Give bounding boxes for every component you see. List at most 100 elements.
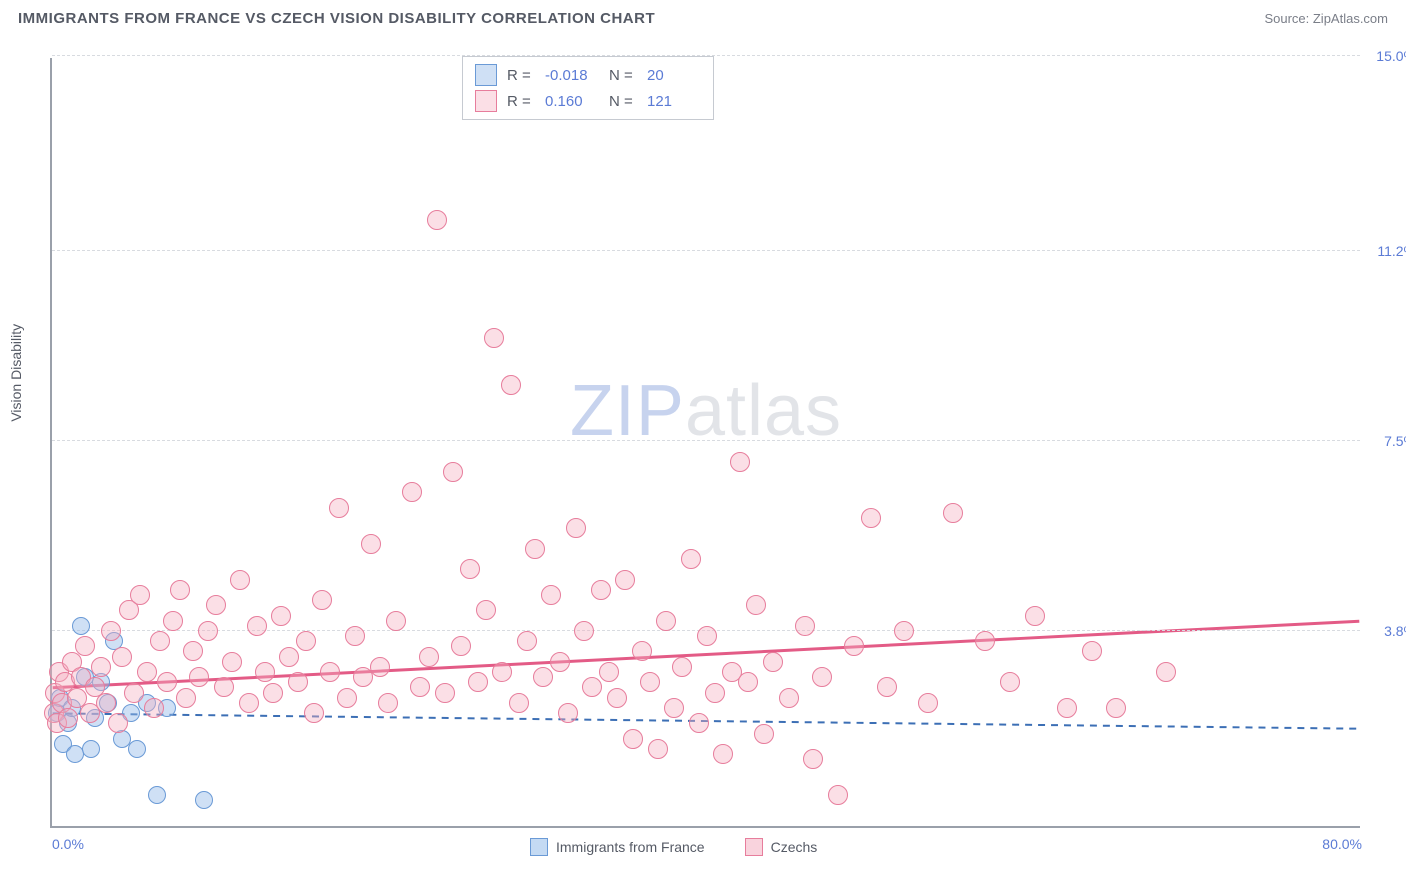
data-point-czechs — [713, 744, 733, 764]
data-point-czechs — [558, 703, 578, 723]
legend-n-value: 20 — [647, 67, 701, 84]
x-tick-label: 0.0% — [52, 836, 84, 852]
data-point-czechs — [501, 375, 521, 395]
legend-swatch — [530, 838, 548, 856]
data-point-czechs — [664, 698, 684, 718]
data-point-france — [128, 740, 146, 758]
data-point-czechs — [566, 518, 586, 538]
data-point-czechs — [124, 683, 144, 703]
data-point-czechs — [58, 708, 78, 728]
source-attribution: Source: ZipAtlas.com — [1264, 11, 1388, 26]
legend-n-label: N = — [609, 67, 637, 84]
data-point-czechs — [304, 703, 324, 723]
series-legend: Immigrants from France Czechs — [530, 838, 817, 856]
data-point-czechs — [402, 482, 422, 502]
data-point-czechs — [517, 631, 537, 651]
data-point-czechs — [101, 621, 121, 641]
data-point-czechs — [828, 785, 848, 805]
data-point-czechs — [176, 688, 196, 708]
data-point-czechs — [410, 677, 430, 697]
data-point-czechs — [763, 652, 783, 672]
data-point-czechs — [222, 652, 242, 672]
data-point-czechs — [271, 606, 291, 626]
legend-swatch — [475, 64, 497, 86]
data-point-czechs — [1156, 662, 1176, 682]
data-point-czechs — [943, 503, 963, 523]
data-point-czechs — [574, 621, 594, 641]
legend-r-value: -0.018 — [545, 67, 599, 84]
legend-r-label: R = — [507, 93, 535, 110]
data-point-czechs — [345, 626, 365, 646]
data-point-france — [148, 786, 166, 804]
data-point-czechs — [183, 641, 203, 661]
data-point-czechs — [443, 462, 463, 482]
legend-item: Immigrants from France — [530, 838, 705, 856]
data-point-czechs — [460, 559, 480, 579]
data-point-czechs — [623, 729, 643, 749]
data-point-czechs — [337, 688, 357, 708]
data-point-czechs — [361, 534, 381, 554]
data-point-czechs — [137, 662, 157, 682]
data-point-czechs — [632, 641, 652, 661]
data-point-czechs — [656, 611, 676, 631]
data-point-czechs — [754, 724, 774, 744]
y-tick-label: 3.8% — [1384, 623, 1406, 639]
data-point-czechs — [779, 688, 799, 708]
legend-r-value: 0.160 — [545, 93, 599, 110]
data-point-czechs — [230, 570, 250, 590]
data-point-czechs — [591, 580, 611, 600]
legend-n-label: N = — [609, 93, 637, 110]
y-axis-title: Vision Disability — [8, 324, 24, 422]
data-point-czechs — [484, 328, 504, 348]
y-tick-label: 11.2% — [1377, 243, 1406, 259]
data-point-czechs — [255, 662, 275, 682]
data-point-czechs — [150, 631, 170, 651]
legend-label: Immigrants from France — [556, 839, 705, 855]
scatter-chart: Vision Disability ZIPatlas R =-0.018N =2… — [50, 58, 1360, 828]
data-point-czechs — [157, 672, 177, 692]
data-point-czechs — [435, 683, 455, 703]
y-tick-label: 7.5% — [1384, 433, 1406, 449]
data-point-czechs — [640, 672, 660, 692]
gridline — [52, 55, 1360, 56]
data-point-czechs — [689, 713, 709, 733]
data-point-czechs — [1106, 698, 1126, 718]
legend-row-czechs: R =0.160N =121 — [475, 88, 701, 114]
data-point-czechs — [206, 595, 226, 615]
data-point-czechs — [738, 672, 758, 692]
data-point-czechs — [370, 657, 390, 677]
data-point-czechs — [681, 549, 701, 569]
data-point-czechs — [1057, 698, 1077, 718]
data-point-czechs — [451, 636, 471, 656]
data-point-czechs — [279, 647, 299, 667]
data-point-czechs — [1082, 641, 1102, 661]
legend-swatch — [475, 90, 497, 112]
data-point-czechs — [296, 631, 316, 651]
data-point-czechs — [844, 636, 864, 656]
data-point-czechs — [163, 611, 183, 631]
legend-r-label: R = — [507, 67, 535, 84]
data-point-czechs — [525, 539, 545, 559]
legend-row-france: R = -0.018 N = 20 — [475, 62, 701, 88]
data-point-czechs — [705, 683, 725, 703]
data-point-czechs — [468, 672, 488, 692]
data-point-czechs — [247, 616, 267, 636]
data-point-czechs — [329, 498, 349, 518]
plot-area: ZIPatlas R =-0.018N =20R =0.160N =121 3.… — [50, 58, 1360, 828]
data-point-czechs — [386, 611, 406, 631]
data-point-czechs — [263, 683, 283, 703]
data-point-czechs — [320, 662, 340, 682]
data-point-czechs — [803, 749, 823, 769]
data-point-czechs — [550, 652, 570, 672]
data-point-czechs — [96, 693, 116, 713]
y-tick-label: 15.0% — [1376, 48, 1406, 64]
legend-label: Czechs — [771, 839, 818, 855]
data-point-czechs — [541, 585, 561, 605]
data-point-czechs — [189, 667, 209, 687]
data-point-czechs — [492, 662, 512, 682]
data-point-czechs — [672, 657, 692, 677]
data-point-czechs — [312, 590, 332, 610]
data-point-czechs — [130, 585, 150, 605]
data-point-czechs — [214, 677, 234, 697]
gridline — [52, 250, 1360, 251]
